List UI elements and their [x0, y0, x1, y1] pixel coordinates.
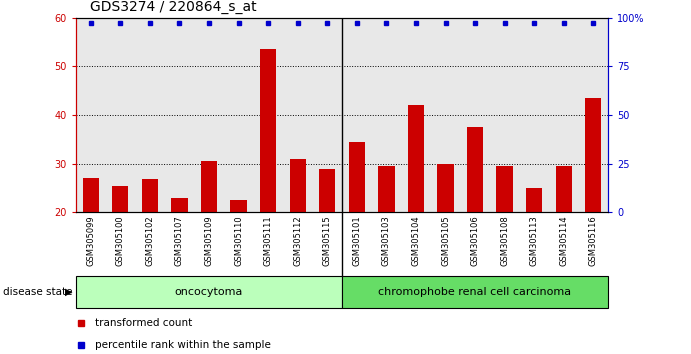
Text: GSM305109: GSM305109 — [205, 216, 214, 266]
Text: GSM305112: GSM305112 — [293, 216, 302, 266]
Bar — [231, 200, 247, 212]
Text: GSM305111: GSM305111 — [264, 216, 273, 266]
Text: GSM305110: GSM305110 — [234, 216, 243, 266]
Bar — [378, 166, 395, 212]
Bar — [497, 166, 513, 212]
Bar — [171, 198, 187, 212]
Bar — [437, 164, 453, 212]
Text: ▶: ▶ — [65, 287, 73, 297]
Text: GSM305099: GSM305099 — [86, 216, 95, 266]
Text: GSM305114: GSM305114 — [559, 216, 568, 266]
Text: GSM305116: GSM305116 — [589, 216, 598, 266]
Bar — [467, 127, 483, 212]
Text: chromophobe renal cell carcinoma: chromophobe renal cell carcinoma — [379, 287, 571, 297]
Text: percentile rank within the sample: percentile rank within the sample — [95, 339, 270, 350]
Bar — [112, 185, 129, 212]
Bar — [142, 179, 158, 212]
Text: GSM305108: GSM305108 — [500, 216, 509, 266]
Text: GSM305107: GSM305107 — [175, 216, 184, 266]
Text: transformed count: transformed count — [95, 318, 192, 329]
Text: GSM305100: GSM305100 — [116, 216, 125, 266]
Text: GSM305113: GSM305113 — [530, 216, 539, 266]
Text: GSM305104: GSM305104 — [411, 216, 420, 266]
Text: GSM305115: GSM305115 — [323, 216, 332, 266]
Bar — [83, 178, 99, 212]
Bar — [585, 98, 601, 212]
Bar — [76, 276, 342, 308]
Bar — [201, 161, 217, 212]
Text: GSM305103: GSM305103 — [382, 216, 391, 266]
Bar — [290, 159, 306, 212]
Text: disease state: disease state — [3, 287, 73, 297]
Text: oncocytoma: oncocytoma — [175, 287, 243, 297]
Text: GSM305105: GSM305105 — [441, 216, 450, 266]
Bar — [349, 142, 365, 212]
Text: GSM305106: GSM305106 — [471, 216, 480, 266]
Bar — [556, 166, 572, 212]
Text: GSM305101: GSM305101 — [352, 216, 361, 266]
Text: GDS3274 / 220864_s_at: GDS3274 / 220864_s_at — [90, 0, 256, 14]
Bar — [342, 276, 608, 308]
Bar — [260, 49, 276, 212]
Bar — [408, 105, 424, 212]
Bar — [526, 188, 542, 212]
Text: GSM305102: GSM305102 — [145, 216, 154, 266]
Bar — [319, 169, 335, 212]
